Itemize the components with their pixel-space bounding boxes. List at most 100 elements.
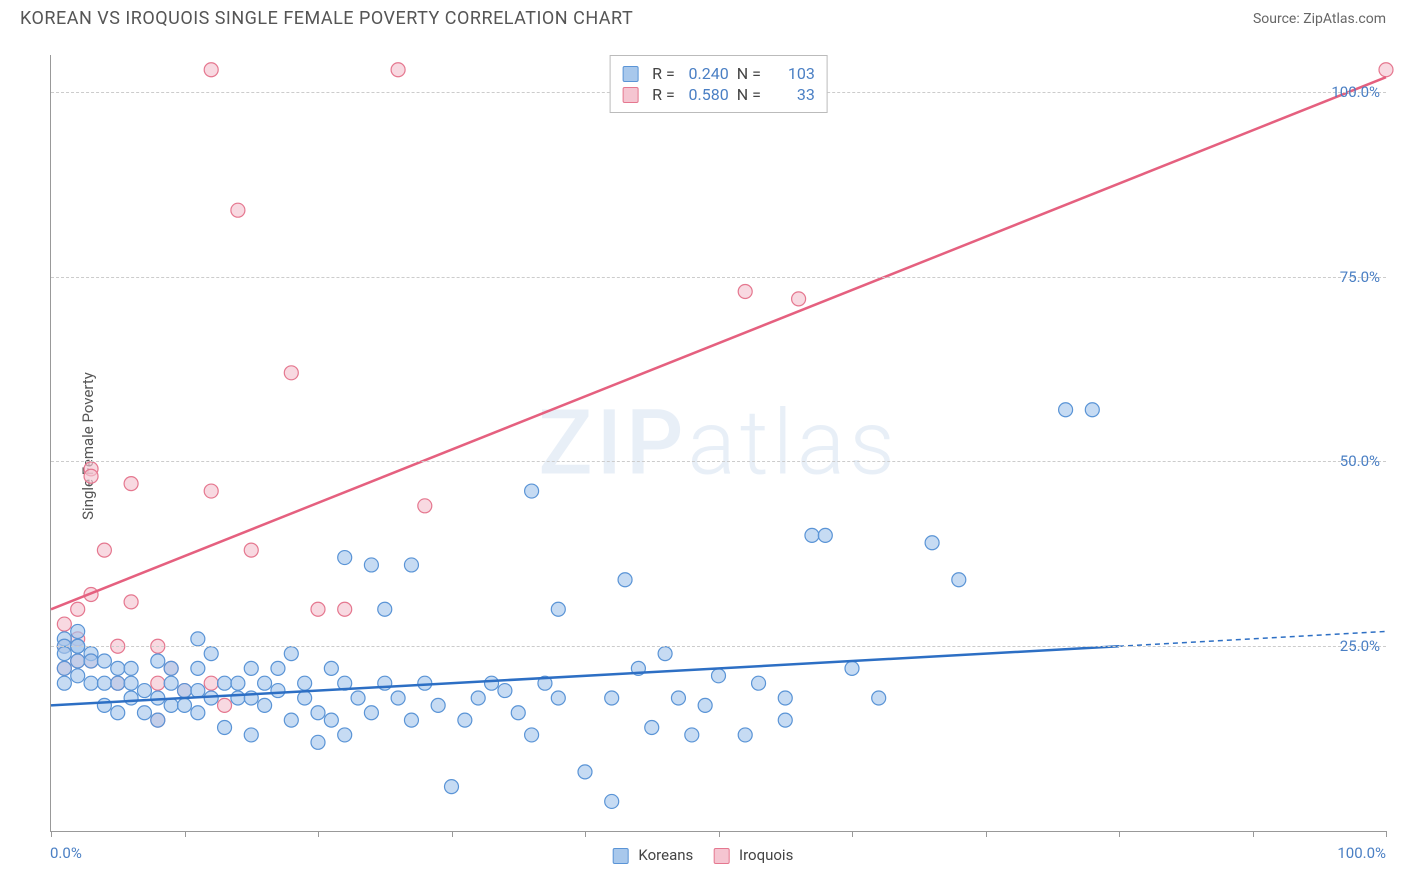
point-koreans [525,728,539,742]
legend-item-koreans: Koreans [613,846,694,864]
point-koreans [605,691,619,705]
legend-item-iroquois: Iroquois [713,846,793,864]
point-koreans [485,676,499,690]
point-koreans [338,551,352,565]
point-koreans [551,602,565,616]
point-koreans [952,573,966,587]
swatch-koreans [622,66,638,82]
point-koreans [324,661,338,675]
point-koreans [778,713,792,727]
swatch-iroquois [622,87,638,103]
point-koreans [284,647,298,661]
chart-area: ZIPatlas R = 0.240 N = 103 R = 0.580 N =… [50,55,1386,832]
point-koreans [404,713,418,727]
swatch-iroquois-icon [713,848,729,864]
point-koreans [311,706,325,720]
point-iroquois [124,477,138,491]
point-koreans [698,698,712,712]
point-koreans [431,698,445,712]
point-koreans [111,661,125,675]
stats-row-iroquois: R = 0.580 N = 33 [622,85,815,104]
point-iroquois [151,676,165,690]
point-koreans [458,713,472,727]
point-koreans [191,632,205,646]
point-koreans [1059,403,1073,417]
point-koreans [324,713,338,727]
point-koreans [391,691,405,705]
point-koreans [605,794,619,808]
point-koreans [271,661,285,675]
point-koreans [712,669,726,683]
y-tick-label: 100.0% [1331,83,1380,101]
y-tick-label: 75.0% [1340,268,1380,286]
point-iroquois [84,469,98,483]
point-koreans [124,676,138,690]
point-iroquois [97,543,111,557]
point-koreans [231,691,245,705]
point-iroquois [124,595,138,609]
point-koreans [845,661,859,675]
point-koreans [671,691,685,705]
swatch-koreans-icon [613,848,629,864]
point-koreans [178,698,192,712]
point-koreans [191,684,205,698]
point-iroquois [57,617,71,631]
point-koreans [298,691,312,705]
point-koreans [258,698,272,712]
point-koreans [164,661,178,675]
point-koreans [71,654,85,668]
point-iroquois [204,676,218,690]
point-koreans [818,528,832,542]
point-koreans [151,713,165,727]
point-koreans [204,647,218,661]
point-koreans [178,684,192,698]
point-koreans [551,691,565,705]
point-koreans [738,728,752,742]
point-koreans [872,691,886,705]
point-koreans [498,684,512,698]
point-iroquois [244,543,258,557]
point-iroquois [204,484,218,498]
point-iroquois [738,284,752,298]
legend-label-iroquois: Iroquois [739,846,793,864]
point-koreans [244,728,258,742]
point-koreans [231,676,245,690]
point-koreans [805,528,819,542]
point-koreans [445,780,459,794]
point-iroquois [218,698,232,712]
point-koreans [298,676,312,690]
point-koreans [124,691,138,705]
point-koreans [84,676,98,690]
point-koreans [351,691,365,705]
point-koreans [271,684,285,698]
point-koreans [97,654,111,668]
point-koreans [778,691,792,705]
legend-label-koreans: Koreans [638,846,693,864]
point-koreans [84,654,98,668]
point-koreans [218,721,232,735]
point-koreans [124,661,138,675]
point-koreans [57,676,71,690]
point-koreans [97,698,111,712]
regression-iroquois [51,77,1386,609]
point-iroquois [71,602,85,616]
point-iroquois [418,499,432,513]
x-axis-min-label: 0.0% [50,844,82,862]
point-koreans [244,661,258,675]
point-iroquois [284,366,298,380]
point-koreans [164,676,178,690]
point-iroquois [391,63,405,77]
point-koreans [111,676,125,690]
point-iroquois [792,292,806,306]
point-koreans [925,536,939,550]
point-iroquois [204,63,218,77]
point-koreans [578,765,592,779]
scatter-plot-svg [51,55,1386,831]
point-koreans [191,706,205,720]
stats-row-koreans: R = 0.240 N = 103 [622,64,815,83]
point-iroquois [231,203,245,217]
point-koreans [404,558,418,572]
point-koreans [71,669,85,683]
point-koreans [111,706,125,720]
point-iroquois [311,602,325,616]
